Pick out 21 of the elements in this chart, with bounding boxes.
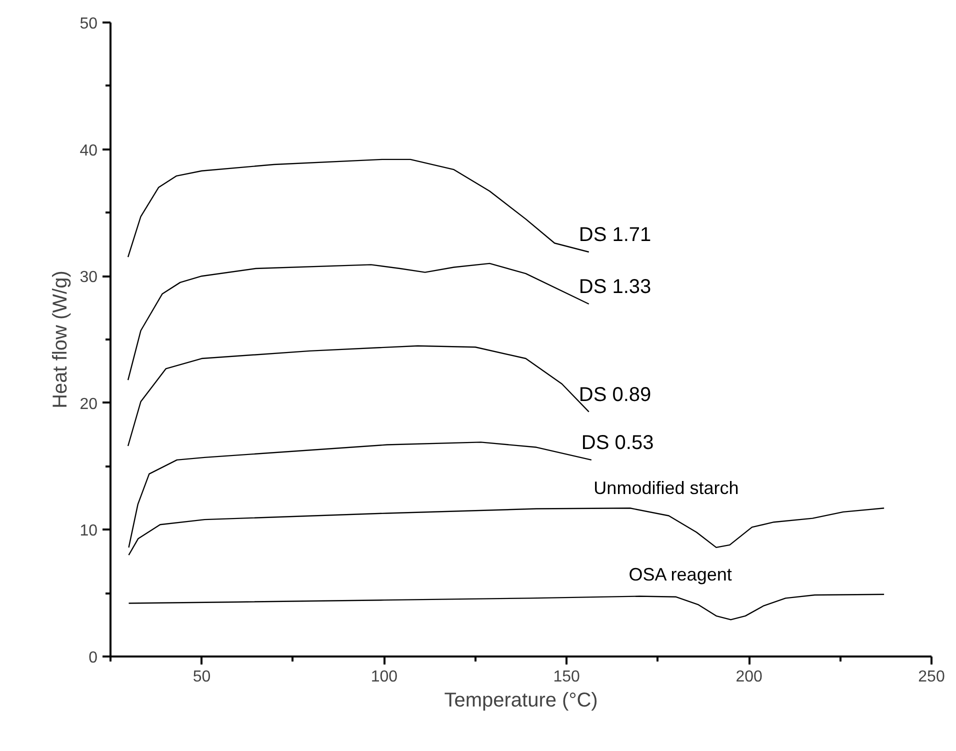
line-series — [128, 508, 885, 556]
series-label: DS 1.33 — [578, 276, 652, 298]
series-label: DS 1.71 — [578, 224, 652, 246]
line-series — [128, 594, 885, 620]
y-tick-label: 20 — [80, 396, 98, 413]
y-tick-label: 30 — [80, 269, 98, 286]
x-tick-label: 50 — [192, 668, 211, 686]
y-axis-title: Heat flow (W/g) — [50, 270, 72, 408]
y-tick-label: 50 — [80, 16, 98, 32]
x-tick-label: 150 — [553, 668, 580, 686]
y-tick-label: 0 — [88, 650, 98, 666]
series-label: DS 0.89 — [578, 384, 652, 406]
x-tick-label: 200 — [736, 668, 763, 686]
y-tick-label: 10 — [80, 522, 98, 540]
y-tick-label: 40 — [80, 142, 98, 160]
series-label: OSA reagent — [628, 564, 732, 584]
x-axis-title: Temperature (°C) — [444, 690, 598, 712]
series-label: Unmodified starch — [594, 478, 739, 498]
x-tick-label: 250 — [918, 668, 945, 686]
series-label: DS 0.53 — [581, 432, 654, 454]
x-tick-label: 100 — [370, 668, 398, 686]
